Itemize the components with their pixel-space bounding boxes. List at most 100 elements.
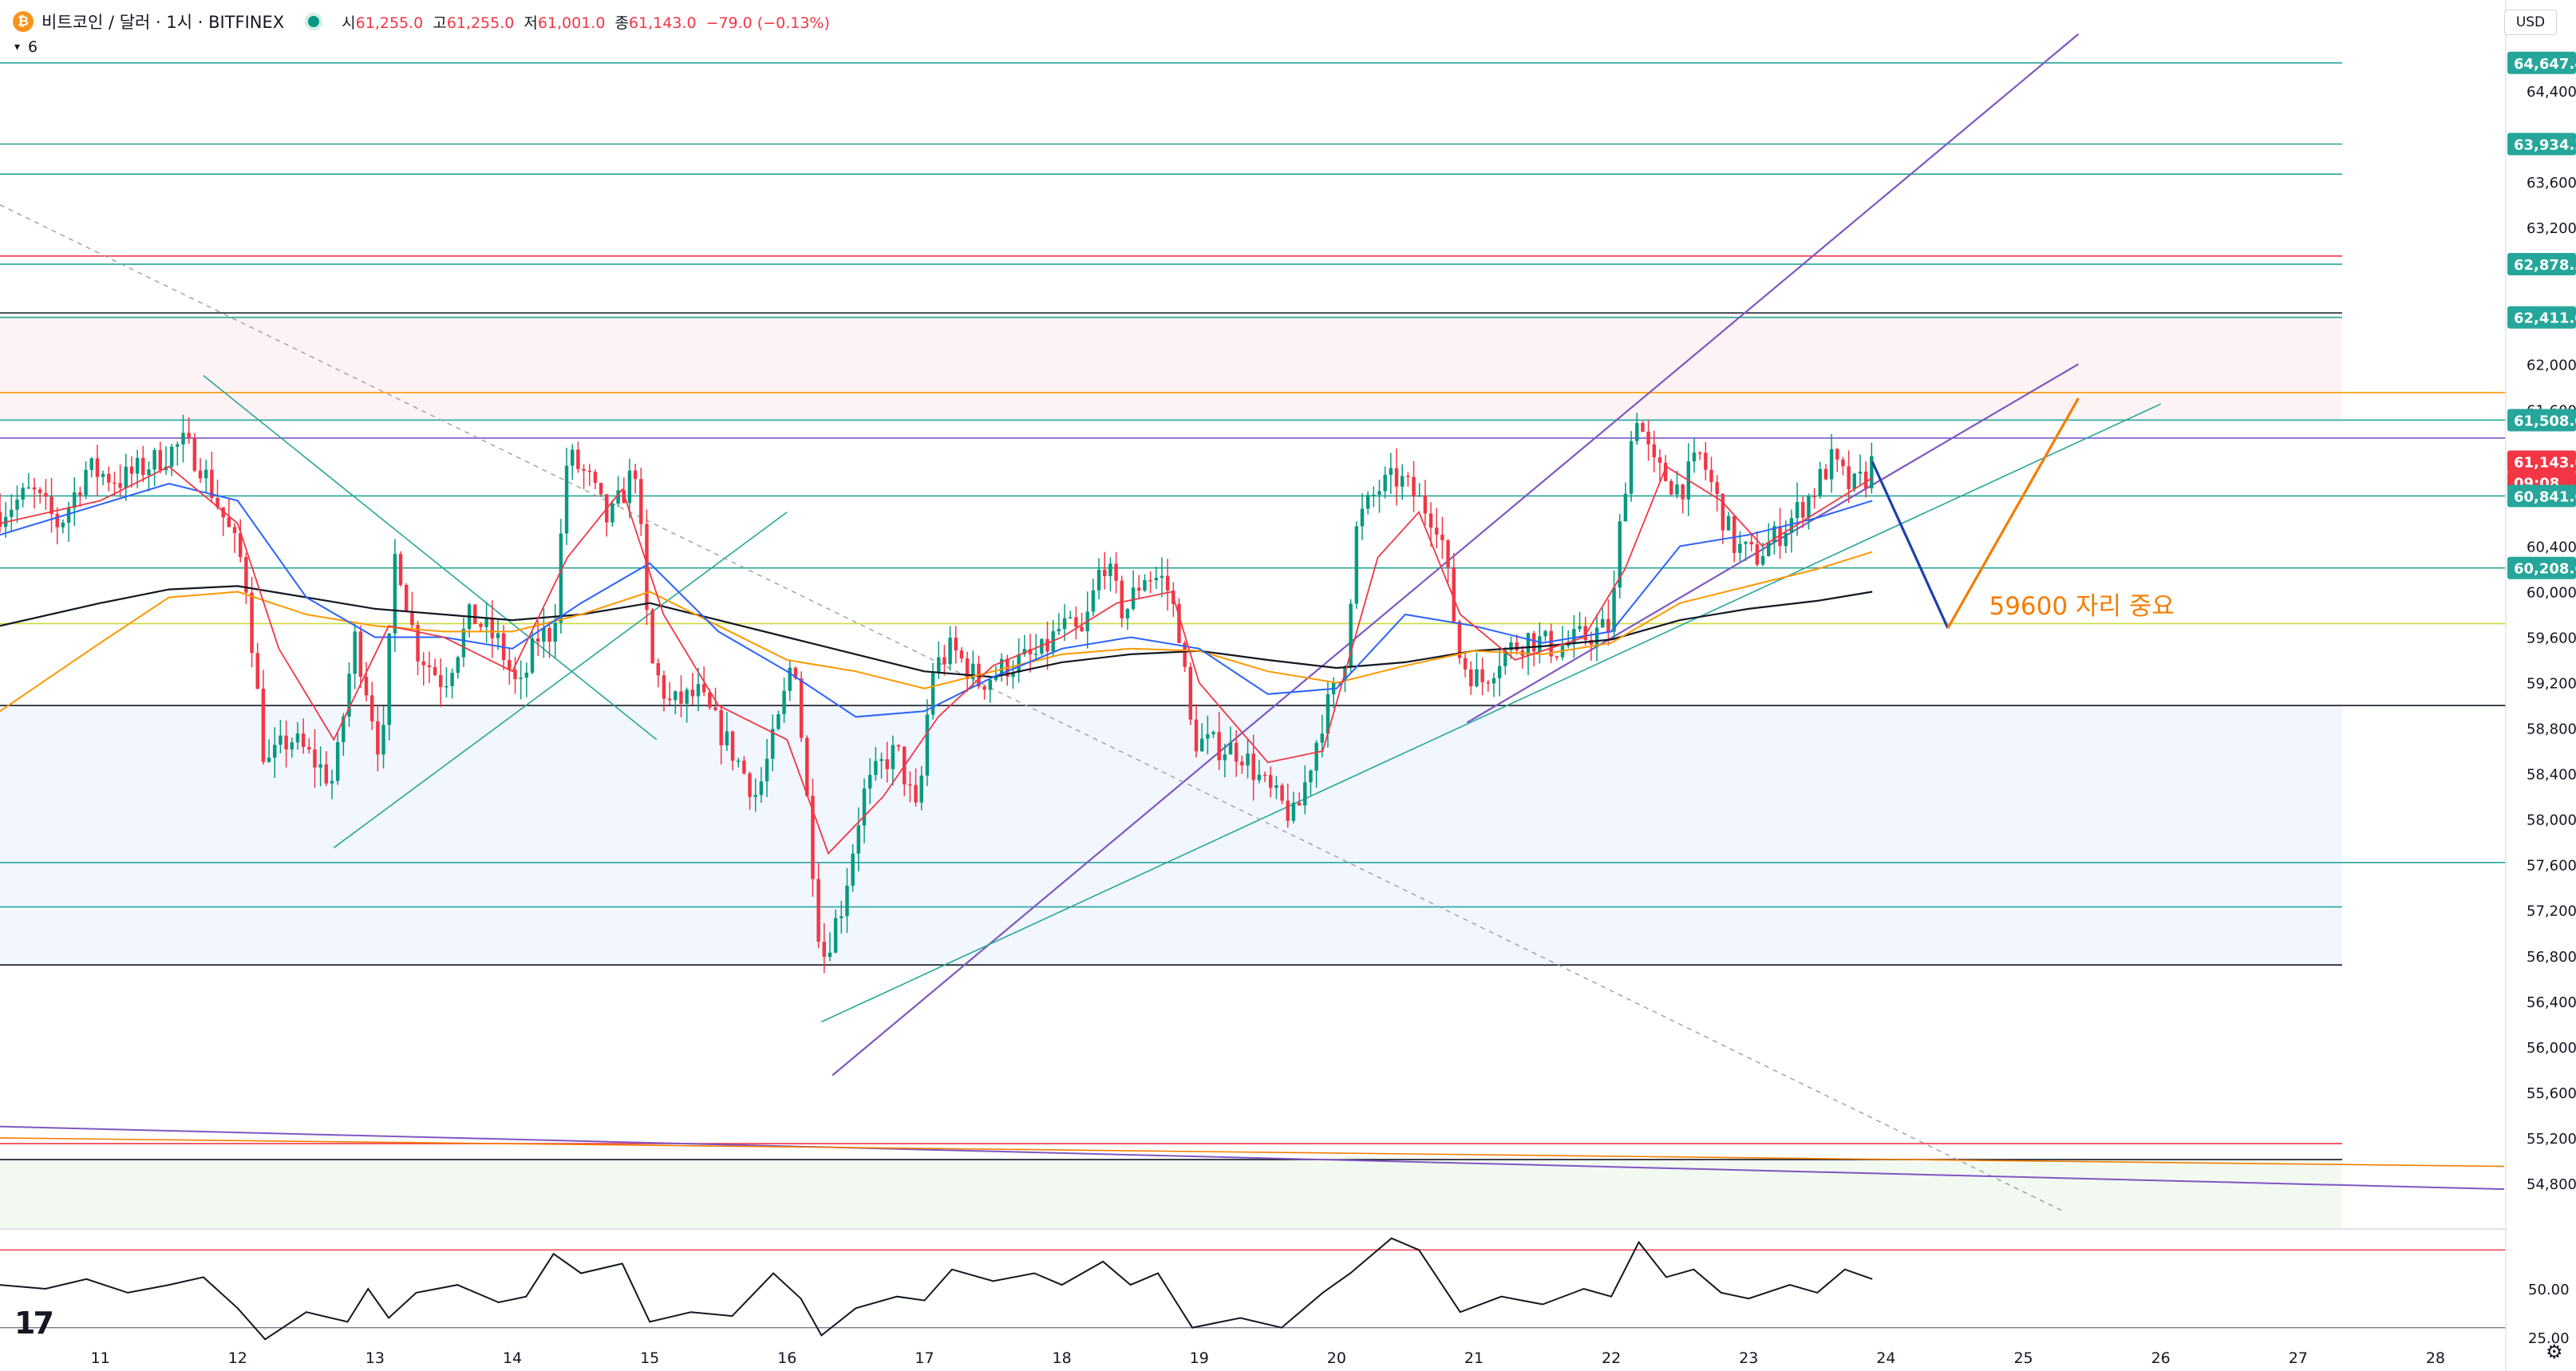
candle-55 (313, 729, 317, 788)
candle-body (439, 674, 443, 687)
candle-103 (587, 464, 591, 486)
candle-body (524, 672, 529, 678)
candle-36 (203, 460, 208, 492)
candle-153 (874, 746, 878, 781)
candle-227 (1297, 792, 1302, 806)
candle-body (1297, 802, 1302, 806)
candle-body (369, 695, 374, 721)
candle-58 (330, 769, 334, 800)
candle-body (685, 689, 689, 704)
candle-315 (1801, 496, 1805, 528)
candle-body (845, 885, 849, 917)
candle-body (771, 729, 775, 759)
candle-body (571, 449, 575, 466)
gear-icon[interactable]: ⚙ (2546, 1341, 2563, 1363)
candle-body (1538, 636, 1542, 652)
candle-72 (410, 591, 414, 630)
candle-5 (26, 472, 31, 489)
candle-body (1286, 800, 1290, 821)
candle-221 (1262, 771, 1267, 783)
candle-191 (1091, 579, 1096, 617)
candle-body (113, 482, 117, 484)
candle-285 (1629, 431, 1634, 502)
price-label-0: 64,647.4 (2507, 51, 2576, 74)
candle-body (988, 679, 993, 690)
candle-16 (89, 457, 93, 478)
candle-61 (347, 662, 351, 727)
candle-169 (965, 651, 970, 693)
candle-237 (1354, 521, 1359, 609)
candle-body (1406, 476, 1410, 477)
candle-body (152, 449, 156, 470)
candle-body (66, 508, 71, 523)
candle-body (1125, 609, 1130, 618)
indicator-count: 6 (28, 38, 38, 56)
trendline-4 (203, 374, 658, 741)
candle-104 (593, 469, 598, 490)
candle-56 (318, 746, 322, 787)
indicator-toggle[interactable]: ▾ 6 (14, 38, 38, 56)
candle-181 (1033, 634, 1038, 661)
candle-body (1823, 468, 1828, 480)
candle-126 (719, 705, 723, 765)
y-tick-label: 58,800.0 (2527, 721, 2576, 738)
candle-body (147, 469, 151, 476)
candle-230 (1314, 740, 1318, 788)
candle-body (1543, 630, 1547, 637)
candle-112 (639, 468, 643, 536)
candle-body (908, 784, 912, 786)
candle-305 (1744, 541, 1748, 561)
candle-137 (782, 678, 786, 724)
trendline-6 (0, 1125, 2505, 1191)
candle-body (284, 735, 288, 750)
candle-body (1314, 742, 1318, 771)
candle-204 (1165, 559, 1170, 611)
candle-body (192, 438, 197, 471)
candle-173 (988, 678, 993, 703)
candle-body (1812, 496, 1816, 498)
candle-100 (571, 444, 575, 480)
candle-body (335, 742, 340, 781)
candle-body (1726, 516, 1731, 531)
symbol-title[interactable]: 비트코인 / 달러 · 1시 · BITFINEX (41, 13, 285, 32)
candle-body (176, 444, 180, 447)
candle-body (1755, 544, 1760, 565)
candle-body (1303, 782, 1307, 806)
candle-318 (1818, 461, 1822, 499)
candle-body (982, 686, 986, 690)
candle-14 (78, 486, 82, 507)
open-value: 61,255.0 (355, 14, 424, 32)
candle-body (1262, 774, 1267, 776)
candle-body (1766, 542, 1771, 556)
candle-57 (324, 751, 329, 787)
candle-108 (616, 476, 620, 508)
candle-239 (1365, 491, 1370, 515)
candle-body (129, 466, 134, 474)
candle-body (639, 479, 643, 524)
annotation-text: 59600 자리 중요 (1989, 592, 2174, 621)
candle-135 (771, 714, 775, 772)
candle-body (1469, 669, 1473, 687)
candle-body (1040, 638, 1044, 654)
candle-46 (261, 670, 266, 765)
candle-180 (1028, 634, 1033, 673)
candle-309 (1766, 523, 1771, 557)
candle-body (656, 663, 661, 676)
x-tick-label: 21 (1464, 1349, 1484, 1367)
candle-body (1217, 732, 1221, 761)
candle-body (736, 761, 741, 762)
candle-9 (49, 478, 53, 533)
candle-body (158, 449, 163, 471)
y-tick-label: 59,200.0 (2527, 676, 2576, 693)
candle-252 (1440, 516, 1444, 559)
candle-243 (1389, 452, 1393, 495)
candle-154 (879, 752, 883, 779)
candle-body (833, 918, 838, 953)
candle-166 (948, 626, 952, 671)
candle-240 (1372, 486, 1376, 508)
currency-button[interactable]: USD (2504, 10, 2557, 35)
candle-311 (1778, 508, 1782, 559)
candle-body (891, 745, 895, 769)
y-tick-label: 54,800.0 (2527, 1176, 2576, 1193)
